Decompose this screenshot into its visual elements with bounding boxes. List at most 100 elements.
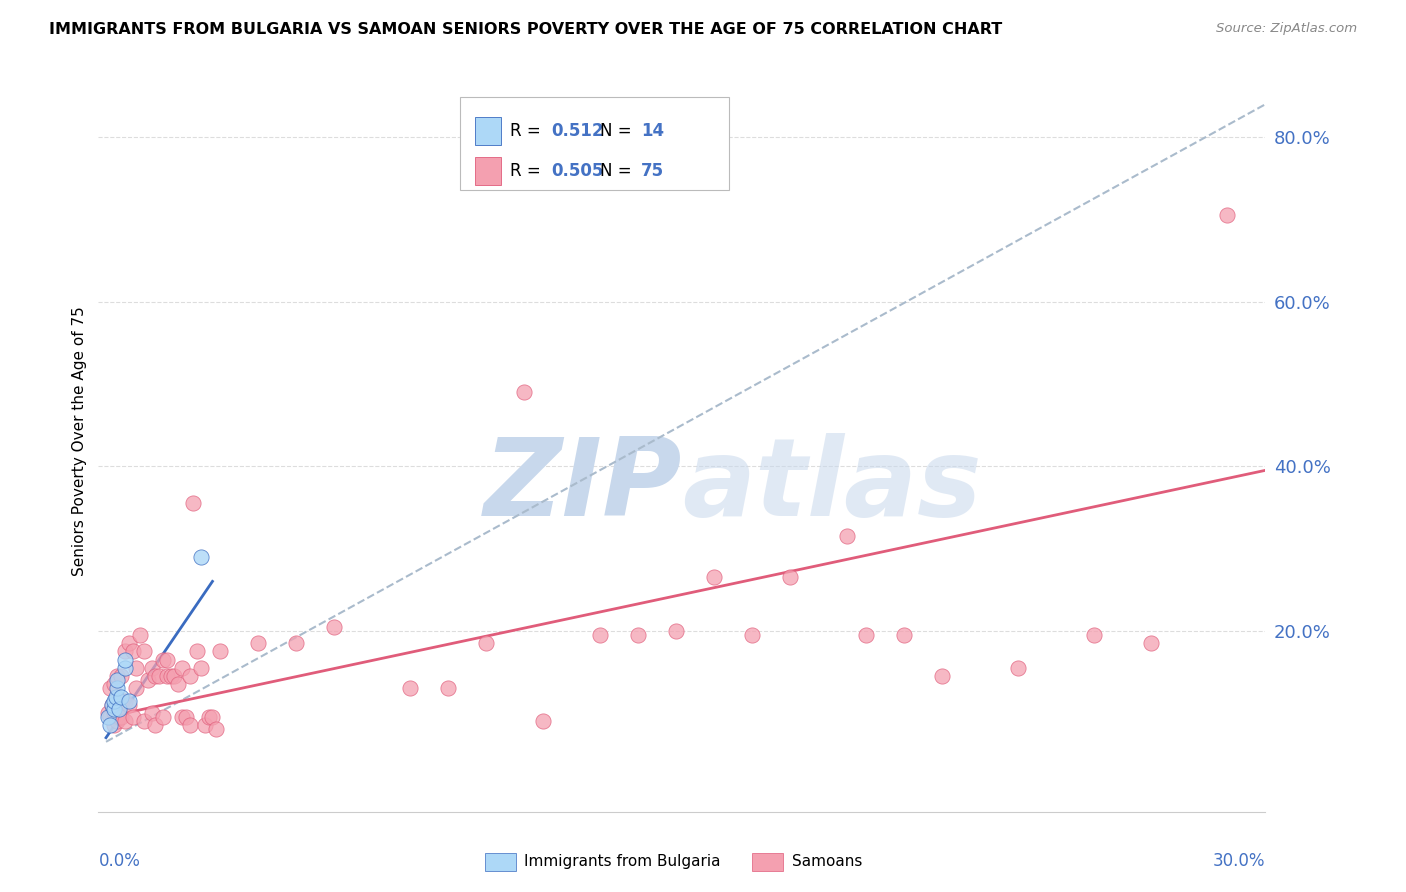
Point — [97, 710, 120, 724]
Point — [118, 694, 141, 708]
Text: 0.505: 0.505 — [551, 161, 603, 180]
Point — [531, 714, 554, 729]
Point — [145, 718, 167, 732]
Text: Source: ZipAtlas.com: Source: ZipAtlas.com — [1216, 22, 1357, 36]
Point — [145, 669, 167, 683]
Bar — [475, 117, 501, 145]
Point — [156, 652, 179, 666]
Text: Immigrants from Bulgaria: Immigrants from Bulgaria — [524, 855, 721, 869]
Point — [148, 669, 170, 683]
Point — [121, 710, 143, 724]
Point — [170, 661, 193, 675]
Point — [209, 644, 232, 658]
Point — [103, 694, 125, 708]
Point — [205, 723, 228, 737]
Point — [132, 714, 155, 729]
Text: 75: 75 — [641, 161, 664, 180]
Point — [118, 698, 141, 712]
Point — [129, 628, 152, 642]
Point — [703, 570, 725, 584]
Point — [285, 636, 308, 650]
Text: N =: N = — [600, 122, 637, 140]
Point — [114, 652, 136, 666]
Point — [136, 673, 159, 687]
Point — [323, 619, 346, 633]
Point — [103, 677, 125, 691]
Point — [1216, 208, 1239, 222]
Point — [190, 549, 212, 564]
Text: 30.0%: 30.0% — [1213, 853, 1265, 871]
Point — [107, 673, 129, 687]
Point — [475, 636, 498, 650]
Point — [110, 669, 132, 683]
Point — [197, 710, 219, 724]
Text: Samoans: Samoans — [792, 855, 862, 869]
Point — [103, 706, 125, 720]
Point — [141, 706, 163, 720]
Point — [665, 624, 688, 638]
Text: atlas: atlas — [682, 433, 981, 539]
Point — [163, 669, 186, 683]
Point — [1140, 636, 1163, 650]
Point — [399, 681, 422, 696]
Point — [108, 702, 131, 716]
Point — [589, 628, 612, 642]
Point — [893, 628, 915, 642]
Text: R =: R = — [510, 122, 547, 140]
FancyBboxPatch shape — [460, 97, 728, 190]
Point — [190, 661, 212, 675]
Point — [107, 669, 129, 683]
Point — [837, 529, 859, 543]
Text: ZIP: ZIP — [484, 433, 682, 539]
Point — [118, 636, 141, 650]
Point — [100, 698, 122, 712]
Point — [779, 570, 801, 584]
Point — [114, 714, 136, 729]
Point — [103, 702, 125, 716]
Point — [132, 644, 155, 658]
Point — [1007, 661, 1029, 675]
Point — [247, 636, 270, 650]
Y-axis label: Seniors Poverty Over the Age of 75: Seniors Poverty Over the Age of 75 — [72, 307, 87, 576]
Point — [100, 698, 122, 712]
Point — [110, 690, 132, 704]
Point — [108, 710, 131, 724]
Point — [183, 496, 205, 510]
Point — [103, 718, 125, 732]
Point — [97, 706, 120, 720]
Point — [174, 710, 197, 724]
Text: R =: R = — [510, 161, 547, 180]
Point — [741, 628, 763, 642]
Point — [110, 710, 132, 724]
Point — [152, 652, 174, 666]
Point — [104, 710, 127, 724]
Point — [107, 681, 129, 696]
Point — [170, 710, 193, 724]
Point — [513, 385, 536, 400]
Point — [110, 694, 132, 708]
Text: IMMIGRANTS FROM BULGARIA VS SAMOAN SENIORS POVERTY OVER THE AGE OF 75 CORRELATIO: IMMIGRANTS FROM BULGARIA VS SAMOAN SENIO… — [49, 22, 1002, 37]
Text: 0.0%: 0.0% — [98, 853, 141, 871]
Text: N =: N = — [600, 161, 637, 180]
Point — [98, 710, 121, 724]
Point — [194, 718, 217, 732]
Point — [104, 690, 127, 704]
Point — [98, 718, 121, 732]
Point — [179, 669, 201, 683]
Text: 14: 14 — [641, 122, 664, 140]
Point — [114, 644, 136, 658]
Text: 0.512: 0.512 — [551, 122, 603, 140]
Point — [107, 694, 129, 708]
Point — [167, 677, 190, 691]
Point — [114, 661, 136, 675]
Point — [125, 661, 148, 675]
Point — [627, 628, 650, 642]
Point — [141, 661, 163, 675]
Point — [98, 681, 121, 696]
Point — [931, 669, 953, 683]
Point — [437, 681, 460, 696]
Point — [107, 714, 129, 729]
Bar — [475, 157, 501, 185]
Point — [114, 694, 136, 708]
Point — [179, 718, 201, 732]
